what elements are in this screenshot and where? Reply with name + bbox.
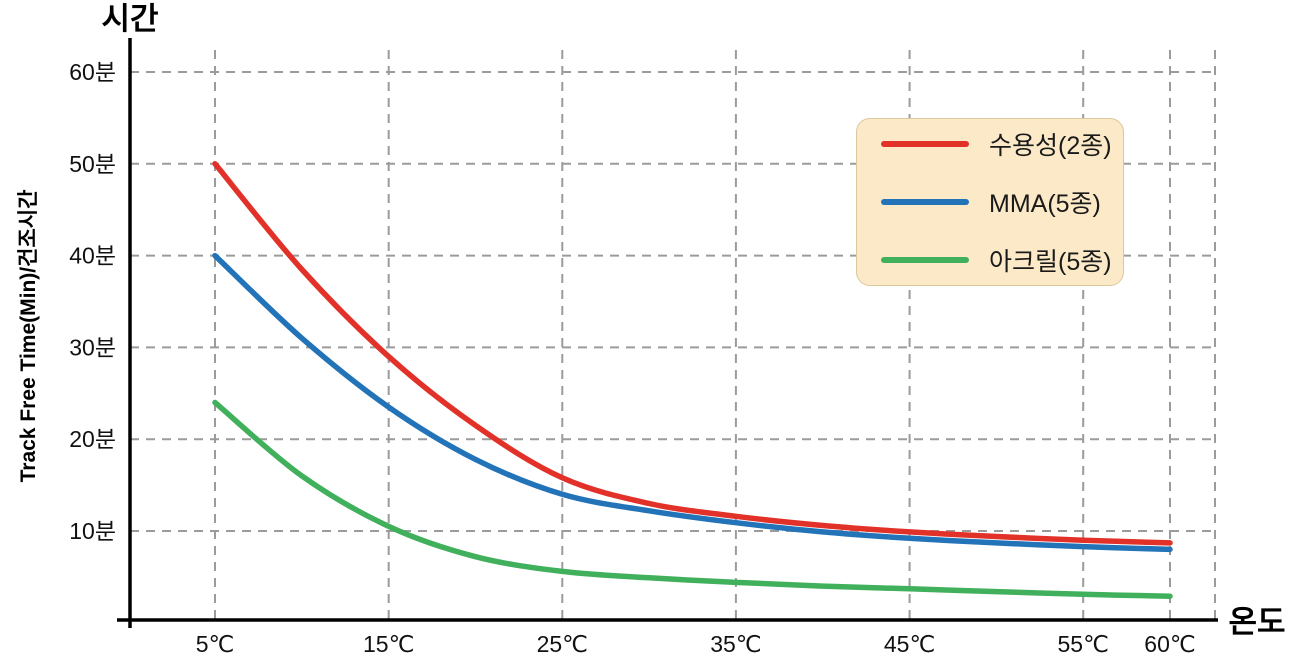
y-tick-label: 10분 — [69, 518, 116, 544]
x-tick-label: 45℃ — [884, 631, 935, 657]
legend-item: 수용성(2종) — [881, 126, 1112, 162]
x-axis-right-label: 온도 — [1228, 604, 1286, 640]
axes — [117, 38, 1218, 628]
series-line-아크릴(5종) — [212, 399, 1173, 599]
x-tick-labels: 5℃ 15℃ 25℃ 35℃ 45℃ 55℃ 60℃ — [196, 631, 1196, 657]
series-line-MMA(5종) — [212, 252, 1173, 553]
x-tick-label: 25℃ — [537, 631, 588, 657]
y-axis-top-label: 시간 — [101, 1, 159, 37]
y-tick-label: 50분 — [69, 151, 116, 177]
x-tick-label: 5℃ — [196, 631, 235, 657]
legend-item: MMA(5종) — [881, 184, 1101, 220]
legend-swatch — [881, 199, 969, 205]
y-tick-label: 40분 — [69, 243, 116, 269]
y-tick-labels: 10분 20분 30분 40분 50분 60분 — [69, 59, 116, 544]
x-tick-label: 60℃ — [1144, 631, 1195, 657]
legend-swatch — [881, 257, 969, 263]
x-tick-label: 35℃ — [710, 631, 761, 657]
legend-swatch — [881, 141, 969, 147]
series-curves — [212, 161, 1173, 599]
legend-label: 수용성(2종) — [989, 132, 1112, 160]
legend-label: MMA(5종) — [989, 190, 1101, 218]
legend-label: 아크릴(5종) — [989, 248, 1112, 276]
legend-item: 아크릴(5종) — [881, 242, 1112, 278]
series-line-수용성(2종) — [212, 161, 1173, 546]
x-tick-label: 55℃ — [1057, 631, 1108, 657]
x-tick-label: 15℃ — [363, 631, 414, 657]
legend: 수용성(2종) MMA(5종) 아크릴(5종) — [856, 118, 1124, 286]
y-tick-label: 60분 — [69, 59, 116, 85]
y-tick-label: 20분 — [69, 426, 116, 452]
y-tick-label: 30분 — [69, 334, 116, 360]
